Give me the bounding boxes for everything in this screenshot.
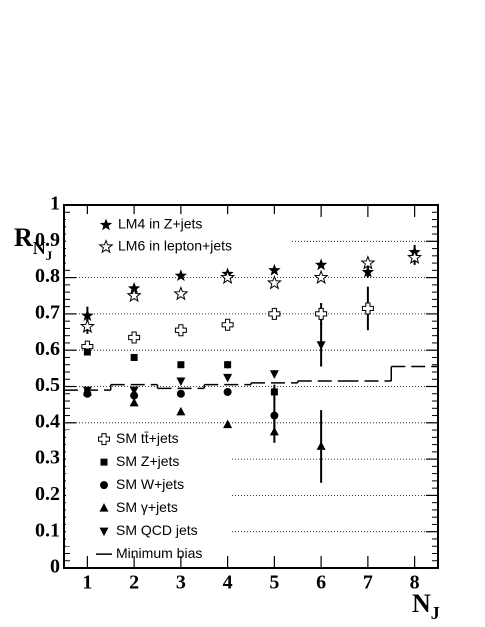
circle-marker (100, 481, 108, 490)
open-star-marker (79, 318, 95, 334)
open-cross-marker (174, 324, 187, 337)
square-marker (270, 388, 278, 396)
y-tick-label: 0.3 (35, 447, 60, 469)
triangle-marker (269, 370, 279, 379)
open-star-marker (313, 269, 329, 285)
legend-bg (66, 430, 231, 547)
y-tick-label: 0.1 (35, 519, 60, 541)
y-tick-label: 0.5 (35, 374, 60, 396)
x-tick-label: 1 (82, 572, 92, 594)
triangle-marker (316, 341, 326, 350)
x-tick-label: 6 (316, 572, 326, 594)
x-axis-label: NJ (412, 589, 440, 623)
star-marker (268, 263, 281, 276)
y-tick-label: 0.8 (35, 265, 60, 287)
frame (63, 204, 439, 569)
x-tick-label: 3 (176, 572, 186, 594)
open-star-marker (360, 255, 376, 270)
open-star-marker (126, 287, 142, 303)
legend-label: LM6 in lepton+jets (118, 238, 232, 254)
triangle-marker (316, 441, 326, 450)
x-tick-label: 4 (223, 572, 233, 594)
legend-label: SM QCD jets (116, 522, 198, 538)
circle-marker (270, 411, 279, 420)
triangle-marker (176, 377, 186, 387)
open-star-marker (407, 249, 423, 265)
triangle-marker (269, 426, 279, 436)
y-axis-label: RNJ (14, 223, 53, 263)
square-marker (224, 361, 232, 369)
triangle-marker (129, 386, 139, 396)
y-tick-label: 0.2 (35, 483, 60, 505)
star-marker (81, 309, 94, 321)
legend-label: SM γ+jets (116, 499, 178, 515)
open-cross-marker (361, 302, 374, 315)
x-tick-label: 7 (363, 572, 373, 594)
star-marker (99, 218, 113, 231)
square-marker (177, 361, 185, 369)
y-tick-label: 0.6 (35, 338, 60, 360)
star-marker (361, 265, 375, 278)
x-tick-label: 8 (410, 572, 420, 594)
y-tick-label: 0 (50, 556, 60, 578)
open-cross-marker (98, 433, 110, 446)
legend-label: SM Z+jets (116, 453, 179, 469)
legend-label: SM W+jets (116, 476, 184, 492)
y-tick-label: 0.9 (35, 229, 60, 251)
triangle-marker (99, 503, 109, 512)
star-marker (314, 258, 328, 271)
triangle-marker (223, 373, 233, 383)
open-star-marker (220, 269, 236, 285)
y-tick-label: 1 (50, 193, 60, 215)
open-cross-marker (315, 307, 328, 320)
star-marker (127, 282, 141, 294)
legend-label: LM4 in Z+jets (118, 216, 202, 232)
circle-marker (176, 389, 185, 398)
square-marker (130, 353, 138, 361)
legend-label: Minimum bias (116, 545, 202, 561)
square-marker (100, 458, 108, 466)
x-tick-label: 5 (269, 572, 279, 594)
square-marker (83, 348, 91, 356)
circle-marker (223, 387, 232, 396)
x-tick-label: 2 (129, 572, 139, 594)
open-cross-marker (128, 331, 141, 344)
circle-marker (130, 391, 139, 400)
legend-bg (66, 214, 291, 265)
open-cross-marker (221, 318, 234, 331)
triangle-marker (176, 406, 186, 416)
star-marker (174, 269, 188, 281)
open-star-marker (98, 239, 114, 254)
triangle-marker (223, 419, 233, 429)
triangle-marker (129, 397, 139, 407)
y-tick-label: 0.7 (35, 301, 60, 323)
open-star-marker (173, 285, 189, 301)
open-cross-marker (268, 307, 281, 320)
open-star-marker (266, 275, 282, 290)
y-tick-label: 0.4 (35, 410, 60, 432)
legend-label: SM tt̄+jets (116, 430, 179, 446)
triangle-marker (99, 527, 109, 537)
